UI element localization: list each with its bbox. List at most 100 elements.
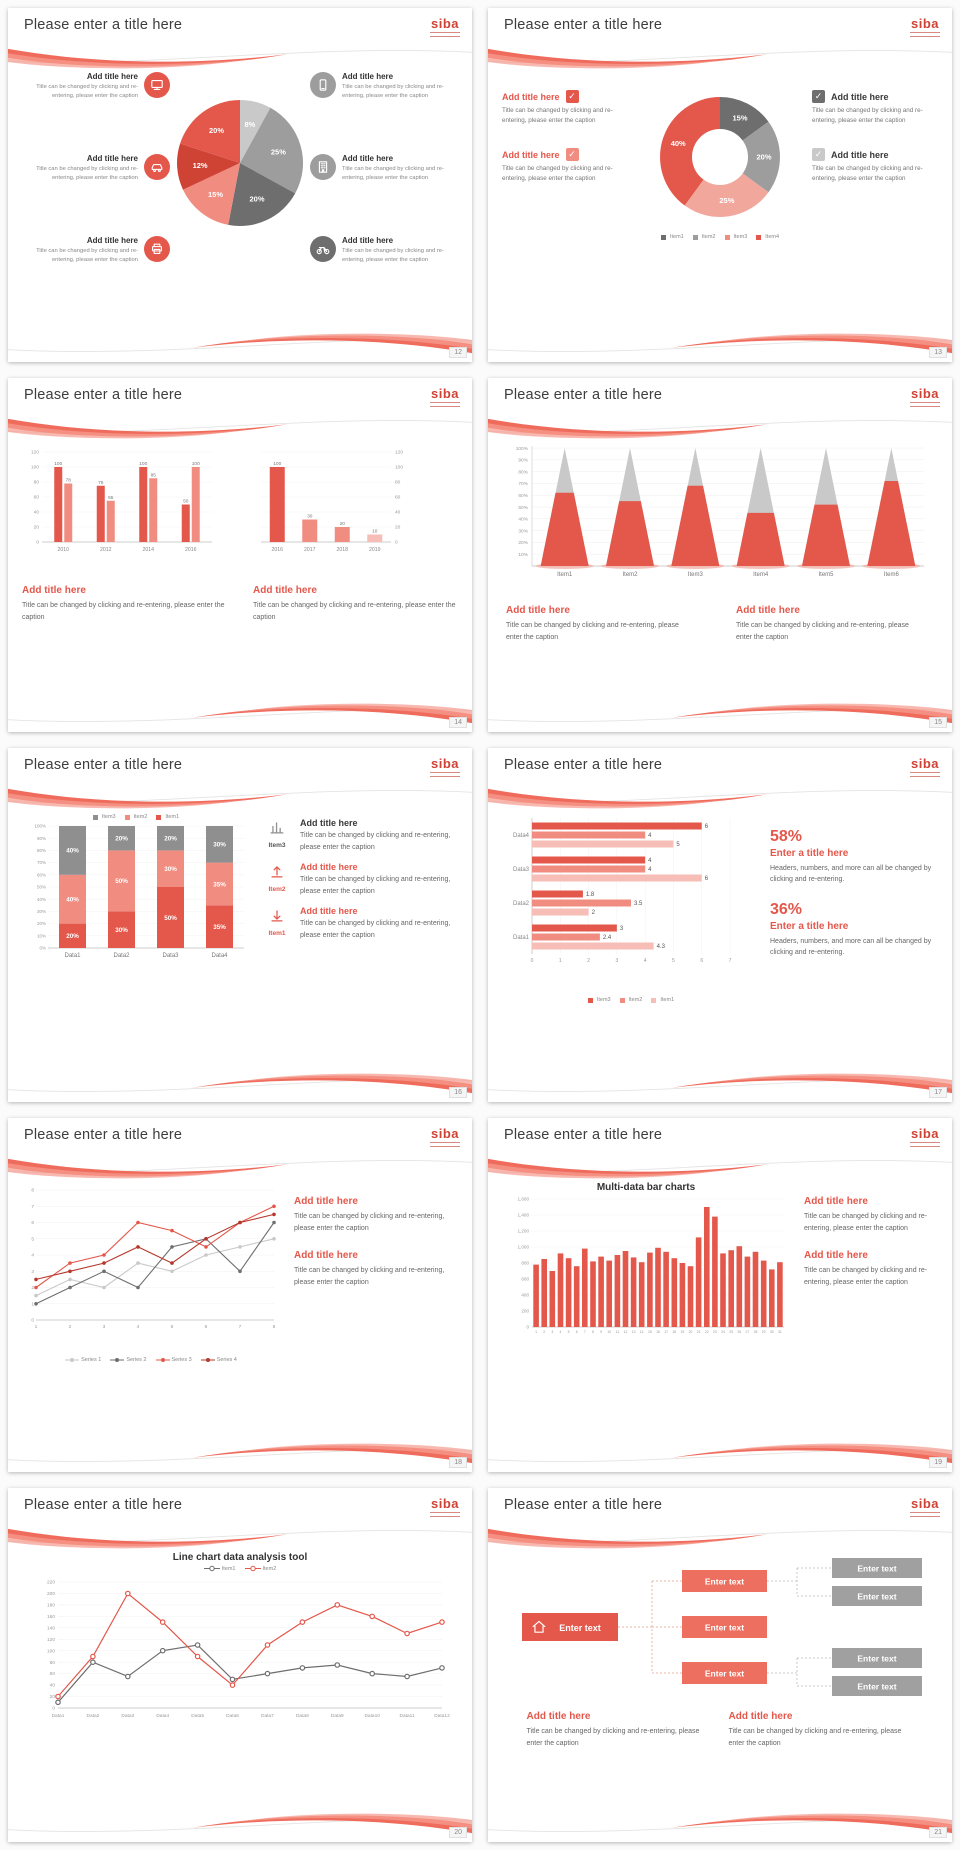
leaf-node[interactable]: Enter text — [832, 1648, 922, 1668]
svg-text:1: 1 — [35, 1324, 38, 1330]
callout-title: Add title here — [502, 149, 560, 160]
svg-text:70%: 70% — [518, 481, 528, 487]
svg-text:Enter text: Enter text — [857, 1564, 896, 1574]
svg-text:2018: 2018 — [336, 547, 348, 553]
svg-text:30%: 30% — [213, 842, 226, 849]
svg-text:30%: 30% — [115, 927, 128, 934]
page-number: 16 — [449, 1087, 467, 1098]
slide-content: Add title here ✓ Title can be changed by c… — [502, 72, 938, 324]
stacked-chart-layout: Item3 Item2 Item1 0% 10% 20% 30% 40% 50% 60% 70% 80… — [22, 812, 458, 1064]
legend-item: Item2 — [692, 234, 716, 240]
siba-logo: siba — [910, 757, 940, 777]
pie-chart: 8% 25% 20% 15% 12% 20% — [177, 99, 304, 227]
svg-text:600: 600 — [521, 1277, 529, 1282]
checkbox-icon[interactable]: ✓ — [812, 90, 825, 103]
svg-text:20: 20 — [50, 1694, 56, 1700]
slide-page-14[interactable]: Please enter a title here siba 0 20 40 60 80… — [8, 378, 472, 732]
leaf-node[interactable]: Enter text — [832, 1558, 922, 1578]
slide-page-17[interactable]: Please enter a title here siba 0 1 2 3 4 5 6 7 D… — [488, 748, 952, 1102]
slide-page-19[interactable]: Please enter a title here siba Multi-dat… — [488, 1118, 952, 1472]
svg-text:14: 14 — [640, 1330, 644, 1334]
svg-text:Data9: Data9 — [331, 1713, 344, 1719]
branch-node[interactable]: Enter text — [682, 1616, 767, 1638]
donut-callout: ✓ Add title here Title can be changed by c… — [812, 90, 938, 126]
callout: Add title here Title can be changed by cl… — [310, 154, 456, 183]
page-number: 21 — [929, 1827, 947, 1838]
block-title: Add title here — [728, 1711, 793, 1722]
chart-title: Line chart data analysis tool — [172, 1552, 308, 1563]
slide-page-21[interactable]: Please enter a title here siba Enter tex… — [488, 1488, 952, 1842]
svg-text:1,000: 1,000 — [518, 1245, 530, 1250]
legend-item: Item1 — [156, 814, 179, 820]
chart-legend: Series 1 Series 2 Series 3 Series 4 — [22, 1357, 280, 1363]
svg-text:140: 140 — [47, 1625, 55, 1631]
pie-callouts-layout: Add title here Title can be changed by cl… — [22, 72, 458, 324]
logo-text: siba — [430, 386, 459, 401]
slide-title: Please enter a title here — [24, 1497, 183, 1513]
block-title: Add title here — [300, 862, 358, 873]
block-caption: Title can be changed by clicking and re-… — [804, 1267, 928, 1286]
hbar-layout: 0 1 2 3 4 5 6 7 Data4 6 4 5 Data3 4 4 6 Data2 1.8 3.5 2 Data… — [502, 812, 938, 1064]
svg-text:5: 5 — [568, 1330, 570, 1334]
car-icon — [144, 154, 170, 180]
checkbox-icon[interactable]: ✓ — [565, 90, 579, 103]
checkbox-icon[interactable]: ✓ — [812, 148, 825, 162]
svg-text:7: 7 — [584, 1330, 586, 1334]
svg-text:25: 25 — [729, 1330, 733, 1334]
slide-page-16[interactable]: Please enter a title here siba Item3 Item… — [8, 748, 472, 1102]
slide-page-13[interactable]: Please enter a title here siba Add title… — [488, 8, 952, 362]
block-caption: Title can be changed by clicking and re-… — [294, 1267, 445, 1286]
stacked-bar-chart: 0% 10% 20% 30% 40% 50% 60% 70% 80% 90% 100% 20% 40% 4… — [34, 824, 244, 959]
svg-text:50%: 50% — [37, 885, 46, 890]
branch-node[interactable]: Enter text — [682, 1570, 767, 1592]
leaf-node[interactable]: Enter text — [832, 1676, 922, 1696]
legend-item: Item3 — [92, 814, 116, 820]
svg-text:100%: 100% — [516, 446, 529, 452]
svg-text:40%: 40% — [66, 897, 79, 904]
svg-text:18: 18 — [672, 1330, 676, 1334]
svg-text:10%: 10% — [37, 933, 46, 938]
top-swoosh-decoration — [8, 410, 472, 440]
pie-slice — [684, 157, 769, 217]
block-title: Add title here — [294, 1250, 358, 1262]
page-number: 17 — [929, 1087, 947, 1098]
svg-text:1.8: 1.8 — [586, 892, 595, 898]
svg-text:29: 29 — [762, 1330, 766, 1334]
svg-text:Enter text: Enter text — [705, 1669, 744, 1679]
chart-legend: Item3 Item2 Item1 — [22, 814, 250, 820]
chart-legend: Item3 Item2 Item1 — [502, 997, 760, 1003]
slide-page-15[interactable]: Please enter a title here siba 10% 20% 30%… — [488, 378, 952, 732]
building-icon — [310, 154, 336, 180]
siba-logo: siba — [430, 17, 460, 37]
logo-text: siba — [910, 1126, 939, 1141]
svg-text:Data11: Data11 — [400, 1713, 415, 1719]
branch-node[interactable]: Enter text — [682, 1662, 767, 1684]
leaf-node[interactable]: Enter text — [832, 1586, 922, 1606]
add-title-block: Add title here Title can be changed by cl… — [22, 585, 227, 623]
svg-text:0: 0 — [36, 540, 39, 546]
block-title: Add title here — [506, 605, 570, 616]
svg-text:6: 6 — [576, 1330, 578, 1334]
slide-content: Enter text Enter text Enter text Enter text… — [502, 1552, 938, 1804]
root-node[interactable]: Enter text — [522, 1613, 618, 1641]
legend-item: Series 1 — [65, 1357, 101, 1363]
multibar-layout: Multi-data bar charts 0 200 400 600 800 1,000 1… — [502, 1182, 938, 1434]
dual-chart-layout: 0 20 40 60 80 100 120 2010 100 78 2012 75 55 2014 100 8… — [22, 442, 458, 694]
slide-title: Please enter a title here — [504, 1127, 663, 1143]
legend-item: Series 3 — [155, 1357, 192, 1363]
svg-text:50%: 50% — [518, 505, 528, 511]
chart-title: Multi-data bar charts — [596, 1182, 696, 1193]
block-caption: Title can be changed by clicking and re-… — [253, 602, 456, 621]
add-title-block: Add title here Title can be changed by cl… — [294, 1250, 452, 1288]
svg-text:23: 23 — [713, 1330, 717, 1334]
legend-item: Series 4 — [200, 1357, 237, 1363]
checkbox-icon[interactable]: ✓ — [565, 148, 579, 162]
svg-text:2010: 2010 — [57, 547, 69, 553]
slide-page-12[interactable]: Please enter a title here siba Add title… — [8, 8, 472, 362]
slide-content: 10% 20% 30% 40% 50% 60% 70% 80% 90% 100% Item1 Item… — [502, 442, 938, 694]
legend-item: Item1 — [660, 234, 684, 240]
page-number: 13 — [929, 347, 947, 358]
slide-page-20[interactable]: Please enter a title here siba Line char… — [8, 1488, 472, 1842]
